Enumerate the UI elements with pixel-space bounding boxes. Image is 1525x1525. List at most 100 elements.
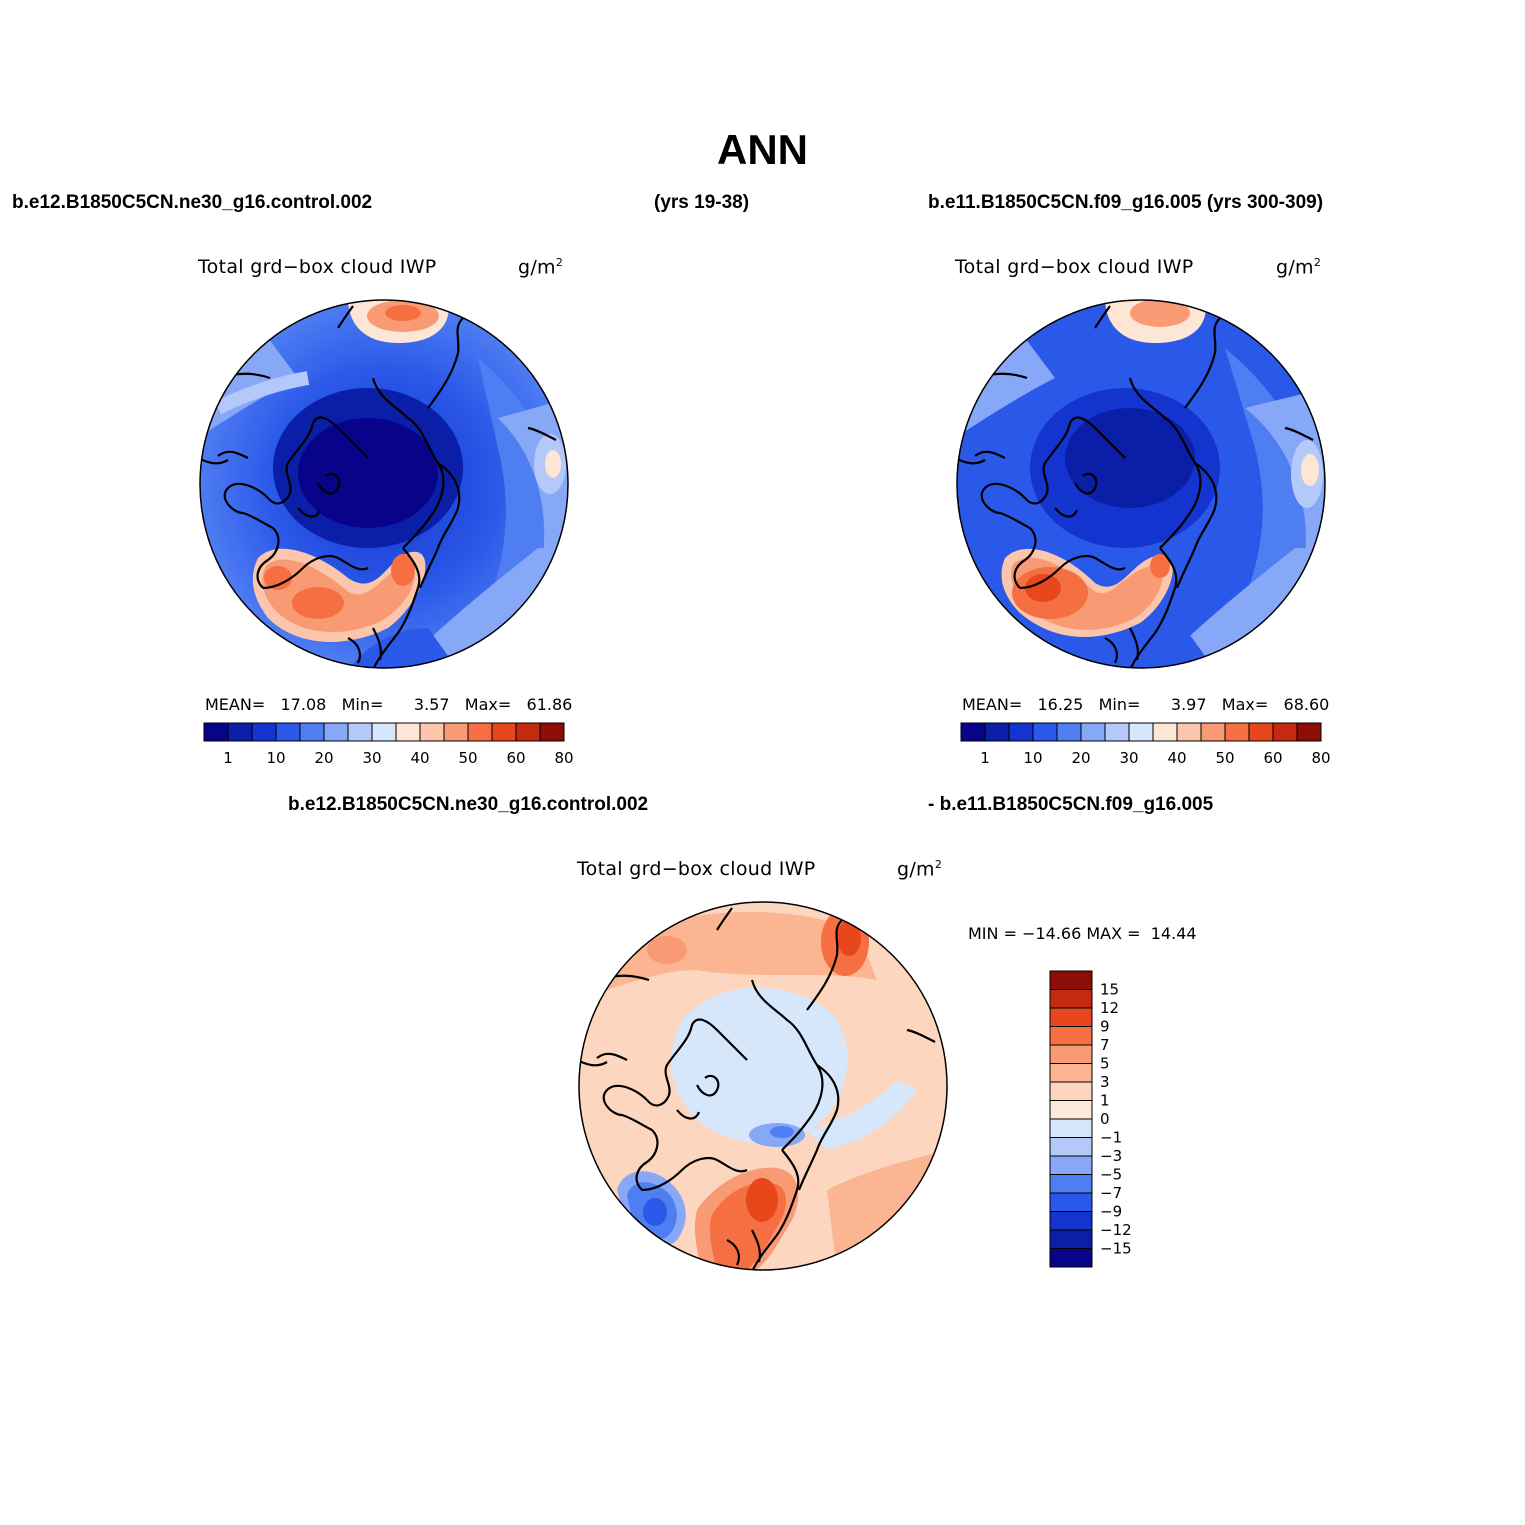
panel2-colorbar-label-3: 30 — [1119, 749, 1138, 767]
panel3-colorbar-swatch-13 — [1049, 1211, 1093, 1231]
panel1-colorbar-label-5: 50 — [458, 749, 477, 767]
panel3-title: Total grd−box cloud IWP — [577, 858, 816, 880]
panel3-field-ne-core — [837, 920, 861, 956]
panel1-colorbar-swatch-7 — [371, 722, 397, 742]
panel1-colorbar-swatch-13 — [515, 722, 541, 742]
panel3-map — [578, 901, 948, 1271]
panel3-stats: MIN = −14.66 MAX = 14.44 — [968, 924, 1197, 943]
panel3-colorbar-label-8: −1 — [1100, 1129, 1122, 1147]
panel3-colorbar-label-12: −9 — [1100, 1203, 1122, 1221]
panel3-colorbar-label-1: 12 — [1100, 999, 1119, 1017]
panel2-colorbar-swatch-0 — [960, 722, 986, 742]
panel2-colorbar-label-4: 40 — [1167, 749, 1186, 767]
panel1-colorbar-swatch-11 — [467, 722, 493, 742]
panel1-field-norwegian-core — [391, 554, 415, 586]
panel1-field-atlantic-core1 — [264, 566, 292, 590]
panel2-field-east-light — [1245, 388, 1325, 558]
panel2-colorbar-swatch-2 — [1008, 722, 1034, 742]
panel3-colorbar-label-14: −15 — [1100, 1240, 1132, 1258]
panel1-colorbar-swatch-4 — [299, 722, 325, 742]
panel2-colorbar-swatch-6 — [1104, 722, 1130, 742]
panel2-colorbar-swatch-13 — [1272, 722, 1298, 742]
panel2-colorbar-swatch-3 — [1032, 722, 1058, 742]
panel3-units: g/m2 — [897, 858, 943, 881]
panel1-colorbar-label-4: 40 — [410, 749, 429, 767]
panel1-colorbar-swatch-10 — [443, 722, 469, 742]
panel1-stats: MEAN= 17.08 Min= 3.57 Max= 61.86 — [205, 695, 573, 714]
panel1-colorbar-swatch-2 — [251, 722, 277, 742]
panel2-colorbar: 1 10 20 30 40 50 60 80 — [960, 722, 1331, 767]
panel3-field-west-blue-core — [643, 1198, 667, 1226]
panel1-units: g/m2 — [518, 256, 564, 279]
panel2-field-top-high — [1130, 300, 1190, 327]
panel1-colorbar-swatch-5 — [323, 722, 349, 742]
panel1-colorbar-swatch-6 — [347, 722, 373, 742]
panel3-colorbar-label-6: 1 — [1100, 1092, 1110, 1110]
panel2-colorbar-label-5: 50 — [1215, 749, 1234, 767]
panel1-colorbar-swatch-9 — [419, 722, 445, 742]
panel3-colorbar-label-5: 3 — [1100, 1073, 1110, 1091]
panel1-colorbar-label-0: 1 — [223, 749, 233, 767]
panel1-colorbar-label-3: 30 — [362, 749, 381, 767]
panel3-colorbar-swatch-2 — [1049, 1007, 1093, 1027]
panel1-field-arctic-core — [298, 418, 438, 528]
panel1-map — [199, 299, 569, 669]
panel3-colorbar-label-0: 15 — [1100, 981, 1119, 999]
panel1-colorbar-swatch-3 — [275, 722, 301, 742]
panel3-colorbar-swatch-11 — [1049, 1174, 1093, 1194]
panel3-map-border — [578, 901, 948, 1271]
panel3-colorbar-label-4: 5 — [1100, 1055, 1110, 1073]
panel3-colorbar-swatch-0 — [1049, 970, 1093, 990]
panel2-stats: MEAN= 16.25 Min= 3.97 Max= 68.60 — [962, 695, 1330, 714]
panel2-colorbar-swatch-10 — [1200, 722, 1226, 742]
panel1-colorbar: 1 10 20 30 40 50 60 80 — [203, 722, 574, 767]
panel3-colorbar-swatch-6 — [1049, 1081, 1093, 1101]
panel1-colorbar-swatch-1 — [227, 722, 253, 742]
panel1-field-pacific-blob-inner — [545, 450, 561, 478]
panel2-colorbar-label-0: 1 — [980, 749, 990, 767]
diff-case2-name: - b.e11.B1850C5CN.f09_g16.005 — [928, 794, 1214, 815]
panel2-field-atlantic-max — [1025, 574, 1061, 602]
panel3-field-east-light — [807, 1080, 917, 1150]
panel2-field-pacific-blob-inner — [1301, 454, 1319, 486]
panel1-title: Total grd−box cloud IWP — [198, 256, 437, 278]
panel2-colorbar-swatch-7 — [1128, 722, 1154, 742]
panel3-colorbar-swatch-9 — [1049, 1137, 1093, 1157]
panel2-map-border — [956, 299, 1326, 669]
panel1-coastlines — [200, 305, 557, 668]
panel2-colorbar-label-6: 60 — [1263, 749, 1282, 767]
panel3-colorbar-swatch-7 — [1049, 1100, 1093, 1120]
panel3-colorbar-swatch-8 — [1049, 1118, 1093, 1138]
panel1-colorbar-swatch-12 — [491, 722, 517, 742]
panel2-colorbar-swatch-8 — [1152, 722, 1178, 742]
diff-case1-name: b.e12.B1850C5CN.ne30_g16.control.002 — [288, 794, 649, 815]
panel3-colorbar-label-13: −12 — [1100, 1221, 1132, 1239]
page-title: ANN — [717, 126, 808, 173]
panel3-colorbar-label-10: −5 — [1100, 1166, 1122, 1184]
panel3-colorbar-swatch-15 — [1049, 1248, 1093, 1268]
panel1-map-border — [199, 299, 569, 669]
panel1-field-top-core — [385, 305, 421, 321]
panel3-field-arctic-patch2 — [770, 1126, 794, 1138]
panel3-coastlines — [579, 907, 936, 1270]
panel3-colorbar-swatch-5 — [1049, 1063, 1093, 1083]
panel3-field-nw-high — [647, 936, 687, 964]
panel2-field-norwegian-core — [1150, 554, 1170, 578]
panel2-colorbar-label-2: 20 — [1071, 749, 1090, 767]
panel3-field-arctic — [671, 987, 848, 1144]
panel3-colorbar-label-11: −7 — [1100, 1184, 1122, 1202]
panel3-colorbar-swatch-12 — [1049, 1192, 1093, 1212]
panel1-colorbar-label-6: 60 — [506, 749, 525, 767]
panel1-colorbar-label-7: 80 — [554, 749, 573, 767]
panel2-colorbar-swatch-1 — [984, 722, 1010, 742]
panel3-colorbar-label-2: 9 — [1100, 1018, 1110, 1036]
panel3-colorbar-label-7: 0 — [1100, 1110, 1110, 1128]
panel1-field-atlantic-core2 — [292, 587, 344, 619]
panel2-colorbar-swatch-9 — [1176, 722, 1202, 742]
panel2-colorbar-swatch-12 — [1248, 722, 1274, 742]
panel3-colorbar-swatch-1 — [1049, 989, 1093, 1009]
panel3-colorbar-swatch-10 — [1049, 1155, 1093, 1175]
panel2-units: g/m2 — [1276, 256, 1322, 279]
panel3-colorbar-label-9: −3 — [1100, 1147, 1122, 1165]
panel3-field-atlantic-max — [746, 1178, 778, 1222]
